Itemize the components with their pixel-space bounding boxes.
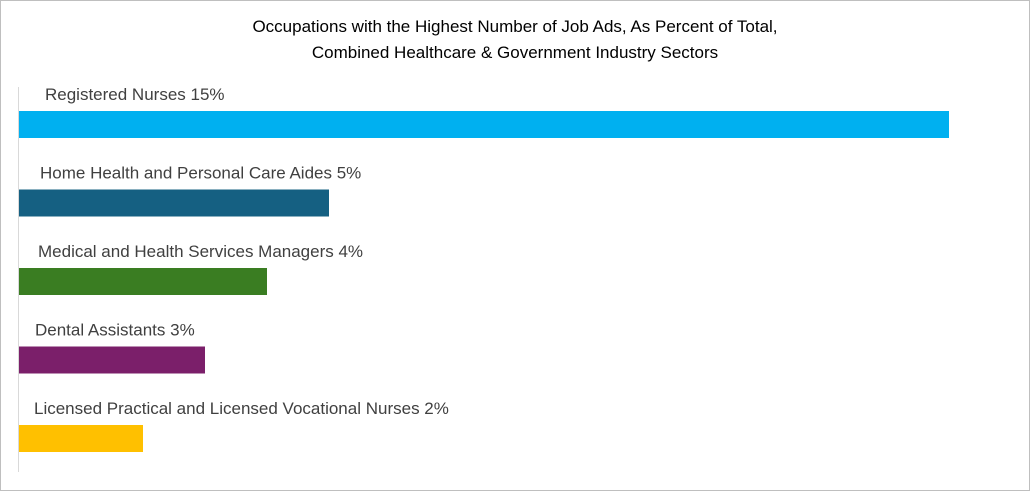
chart-title-line-2: Combined Healthcare & Government Industr…: [311, 43, 719, 62]
data-label-3: Medical and Health Services Managers 4%: [38, 242, 363, 261]
bars-group: Registered Nurses 15% Home Health and Per…: [19, 85, 949, 452]
data-label-1: Registered Nurses 15%: [45, 85, 225, 104]
data-label-2: Home Health and Personal Care Aides 5%: [40, 164, 361, 183]
data-label-4: Dental Assistants 3%: [35, 321, 195, 340]
chart-title-line-1: Occupations with the Highest Number of J…: [252, 17, 778, 36]
bar-1: [19, 111, 949, 138]
bar-5: [19, 425, 143, 452]
data-label-5: Licensed Practical and Licensed Vocation…: [34, 399, 449, 418]
bar-3: [19, 268, 267, 295]
bar-4: [19, 346, 205, 374]
bar-2: [19, 189, 329, 217]
chart-title: Occupations with the Highest Number of J…: [0, 14, 1030, 66]
